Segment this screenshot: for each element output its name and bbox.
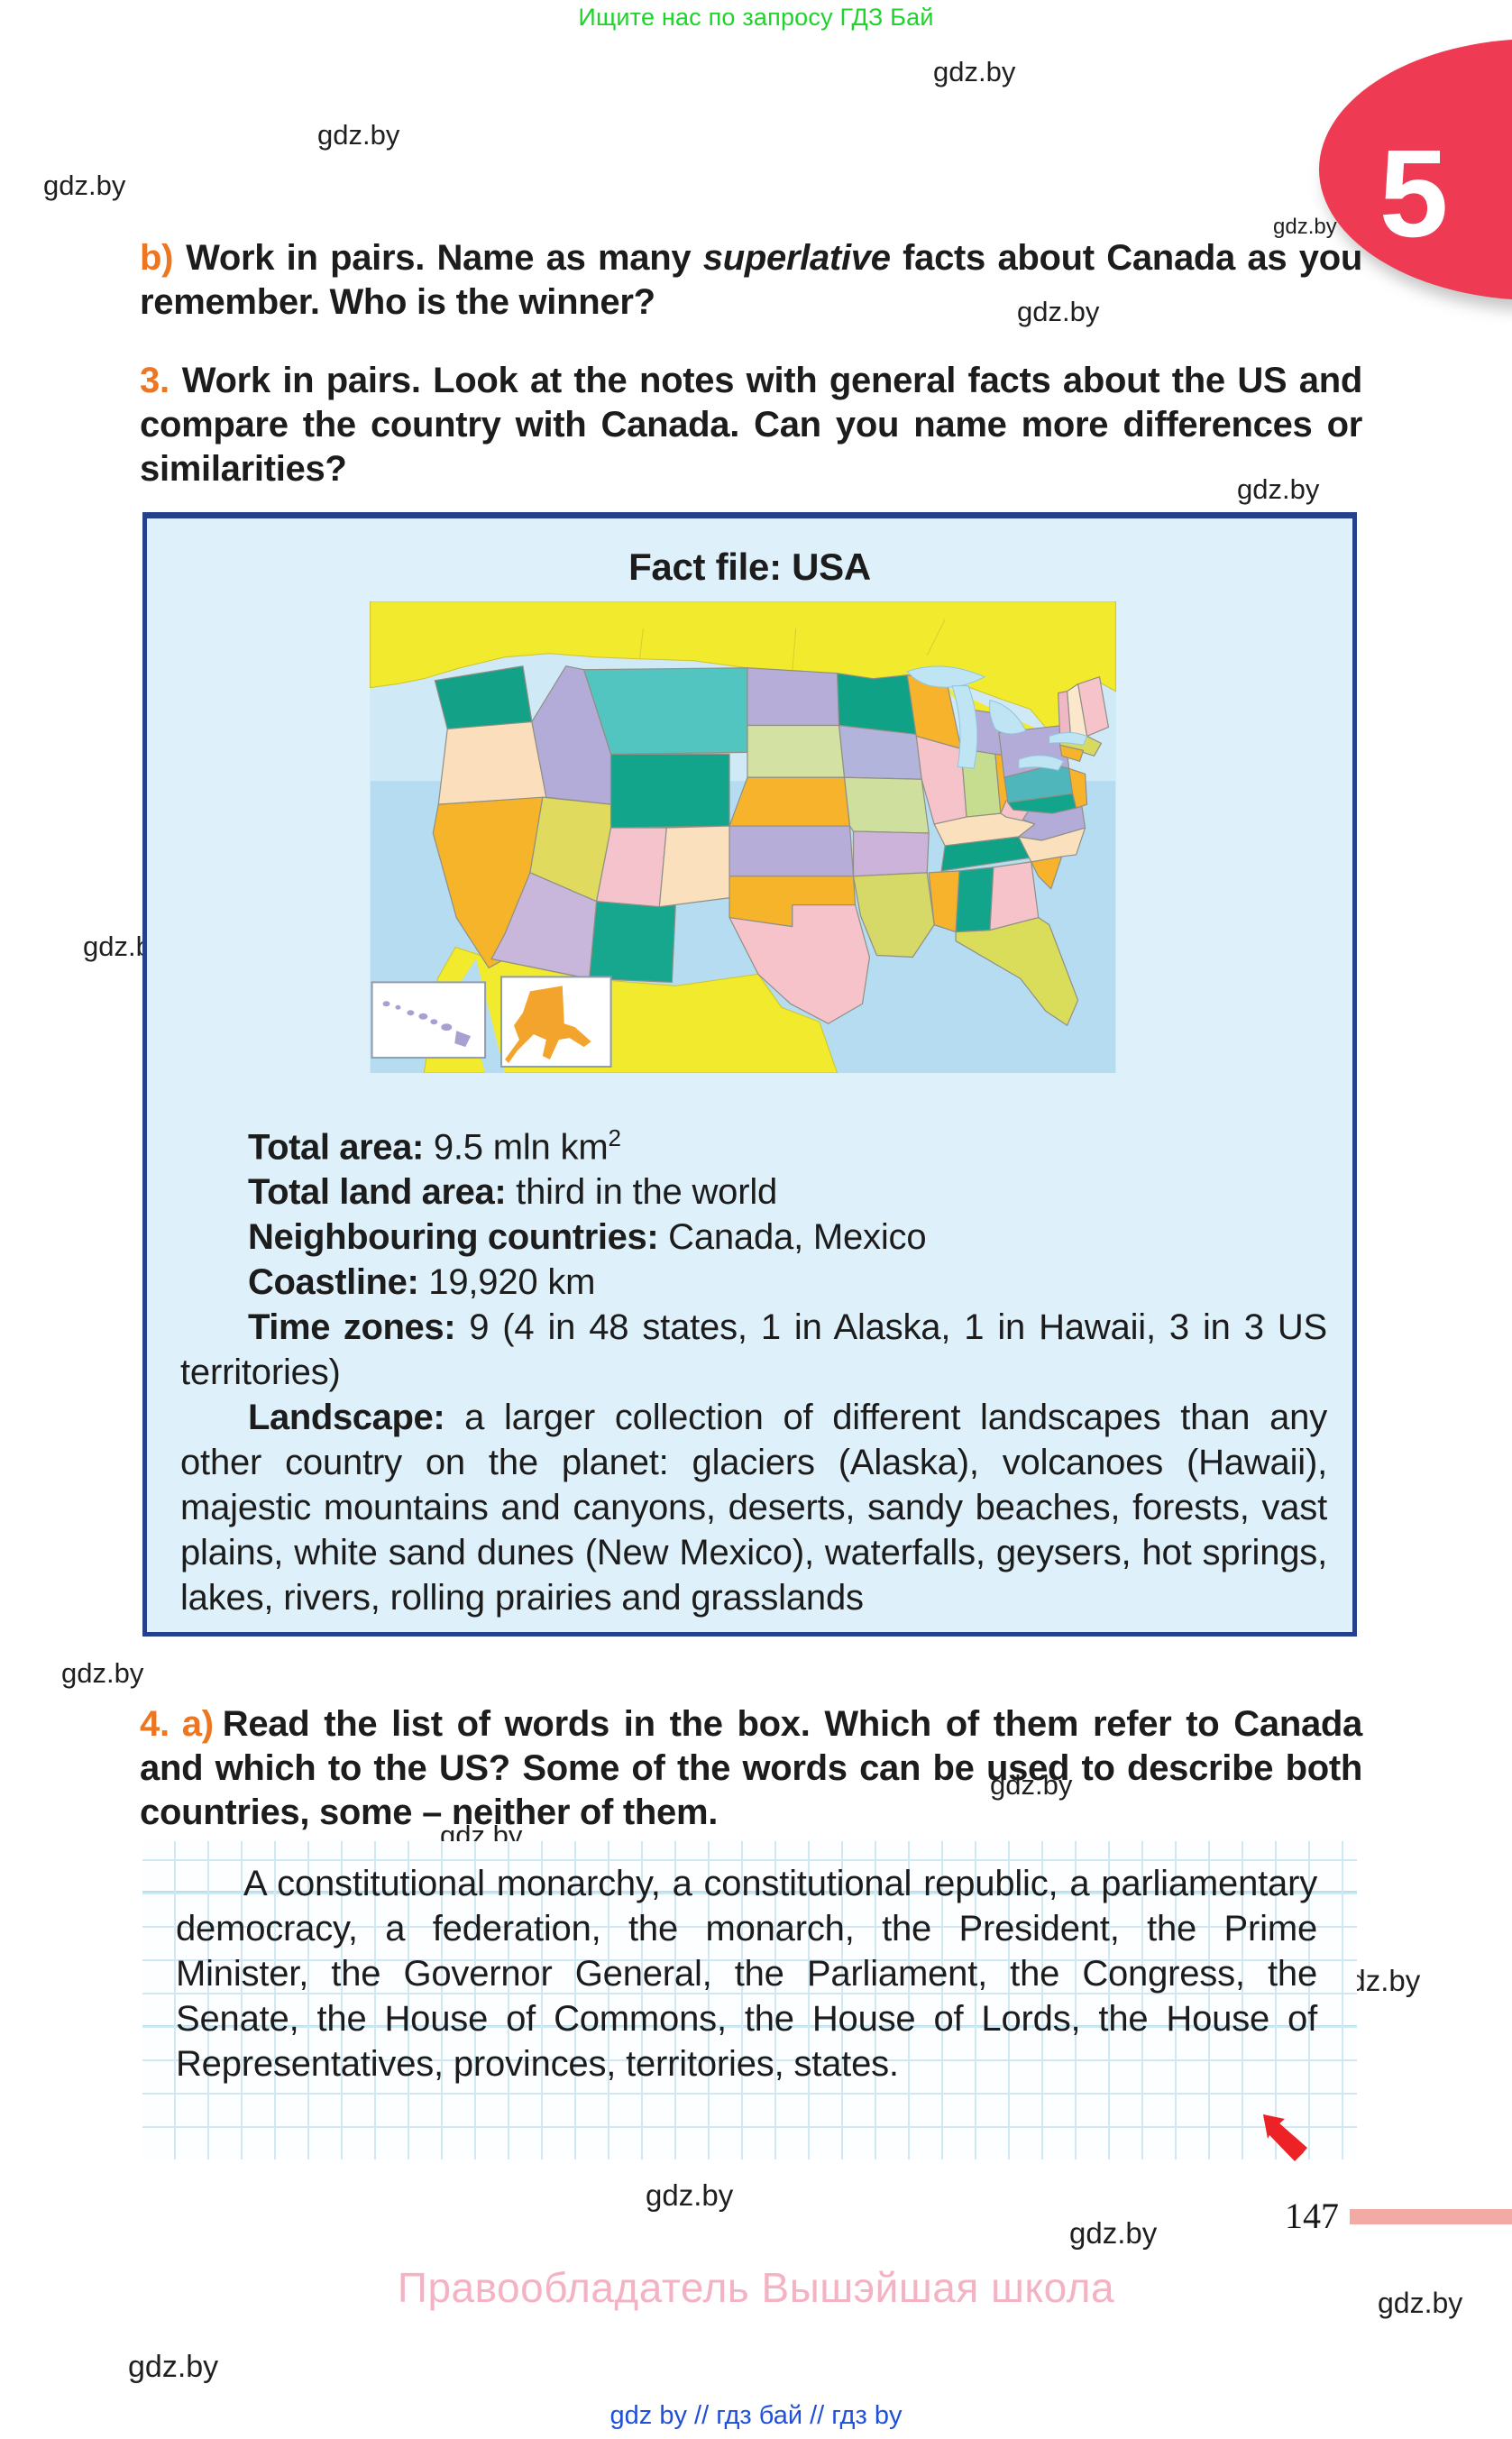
gdz-watermark: gdz.by xyxy=(1237,473,1320,505)
fact-landscape: Landscape: a larger collection of differ… xyxy=(180,1398,1327,1618)
superscript: 2 xyxy=(608,1124,621,1151)
hawaii-inset xyxy=(371,981,487,1059)
footer-links: gdz by // гдз бай // гдз by xyxy=(609,2401,903,2430)
task-3-text: Work in pairs. Look at the notes with ge… xyxy=(140,361,1362,489)
task-3-paragraph: 3. Work in pairs. Look at the notes with … xyxy=(140,359,1362,491)
gdz-watermark: gdz.by xyxy=(43,170,126,201)
fact-file-title: Fact file: USA xyxy=(628,546,871,588)
task-b-number: b) xyxy=(140,238,174,278)
page-number-bar xyxy=(1350,2209,1512,2224)
task-b-text-italic: superlative xyxy=(702,238,891,278)
usa-states-map xyxy=(370,601,1116,1074)
word-box: A constitutional monarchy, a constitutio… xyxy=(142,1841,1357,2161)
fact-land-area: Total land area: third in the world xyxy=(248,1172,778,1213)
task-4-subletter: a) xyxy=(181,1704,214,1744)
gdz-watermark: gdz.by xyxy=(1378,2287,1463,2319)
gdz-watermark: gdz.by xyxy=(61,1657,144,1689)
task-4-paragraph: 4. a) Read the list of words in the box. W… xyxy=(140,1702,1362,1835)
gdz-watermark: gdz.by xyxy=(990,1769,1073,1801)
task-b-text-pre: Work in pairs. Name as many xyxy=(186,238,703,278)
fact-coastline: Coastline: 19,920 km xyxy=(248,1262,596,1303)
alaska-inset xyxy=(500,976,612,1068)
promo-header: Ищите нас по запросу ГДЗ Бай xyxy=(578,4,934,31)
fact-neighbours: Neighbouring countries: Canada, Mexico xyxy=(248,1217,927,1258)
fact-file-box: Fact file: USA xyxy=(142,512,1357,1637)
task-b-text-post: facts about Canada as you remember. Who … xyxy=(140,238,1362,322)
task-b-paragraph: b) Work in pairs. Name as many superlativ… xyxy=(140,236,1362,325)
task-4-text: Read the list of words in the box. Which… xyxy=(140,1704,1362,1832)
fact-total-area: Total area: 9.5 mln km2 xyxy=(248,1124,621,1168)
gdz-watermark: gdz.by xyxy=(1273,215,1337,239)
gdz-watermark: gdz.by xyxy=(646,2178,734,2212)
gdz-watermark: gdz.by xyxy=(933,56,1016,87)
task-4-number: 4. xyxy=(140,1704,170,1744)
word-box-text: A constitutional monarchy, a constitutio… xyxy=(176,1864,1317,2084)
gdz-watermark: gdz.by xyxy=(317,119,400,151)
task-3-number: 3. xyxy=(140,361,170,400)
page-number: 147 xyxy=(1285,2196,1339,2236)
fact-list: Total area: 9.5 mln km2 Total land area:… xyxy=(180,1115,1327,1620)
copyright-line: Правообладатель Вышэйшая школа xyxy=(397,2264,1115,2311)
gdz-watermark: gdz.by xyxy=(1069,2216,1158,2250)
unit-number: 5 xyxy=(1379,124,1449,263)
red-arrow-icon xyxy=(1260,2112,1313,2164)
gdz-watermark: gdz.by xyxy=(128,2350,219,2384)
fact-time-zones: Time zones: 9 (4 in 48 states, 1 in Alas… xyxy=(180,1307,1327,1393)
gdz-watermark: gdz.by xyxy=(1017,296,1100,327)
